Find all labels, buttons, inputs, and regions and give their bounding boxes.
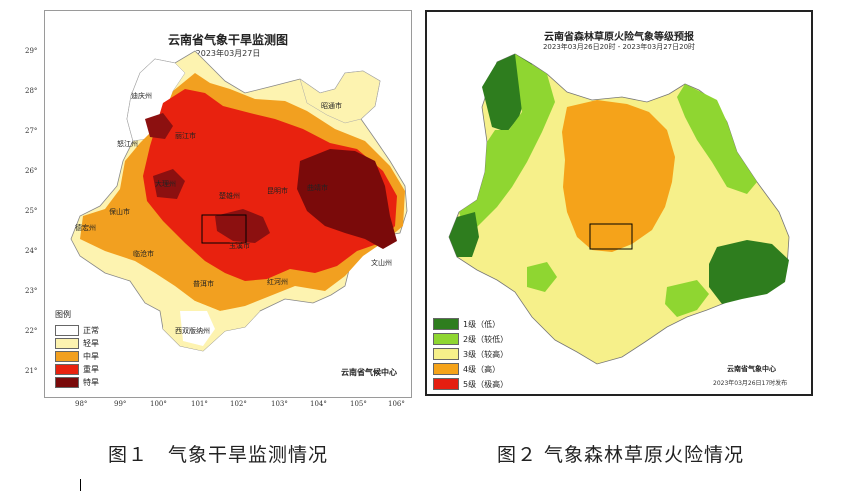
legend-label: 轻旱 <box>83 339 99 348</box>
drought-legend-item: 轻旱 <box>55 338 99 349</box>
region-severe <box>143 89 397 281</box>
city-label: 迪庆州 <box>131 92 152 100</box>
legend-swatch <box>433 348 459 360</box>
city-label: 文山州 <box>371 259 392 267</box>
legend-swatch <box>55 351 79 362</box>
legend-label: 1级（低） <box>463 319 501 329</box>
region-extreme-ne <box>297 149 397 249</box>
city-label: 红河州 <box>267 278 288 286</box>
lon-tick: 105° <box>350 400 367 408</box>
lon-tick: 100° <box>150 400 167 408</box>
study-area-box <box>201 214 247 244</box>
lon-tick: 102° <box>230 400 247 408</box>
city-label: 楚雄州 <box>219 192 240 200</box>
drought-map-date: 2023年03月27日 <box>195 49 261 58</box>
lon-tick: 103° <box>271 400 288 408</box>
legend-swatch <box>433 333 459 345</box>
drought-map-credit: 云南省气候中心 <box>341 368 397 377</box>
lon-tick: 101° <box>191 400 208 408</box>
city-label: 昭通市 <box>321 102 342 110</box>
lat-tick: 29° <box>25 47 38 55</box>
legend-label: 5级（极高） <box>463 379 509 389</box>
city-label: 保山市 <box>109 208 130 216</box>
figure2-caption: 图２ 气象森林草原火险情况 <box>497 444 745 466</box>
lon-tick: 104° <box>310 400 327 408</box>
legend-swatch <box>55 338 79 349</box>
text-cursor <box>80 479 81 491</box>
fire-legend-item: 3级（较高） <box>433 348 508 360</box>
legend-swatch <box>55 364 79 375</box>
lon-tick: 106° <box>388 400 405 408</box>
legend-swatch <box>433 378 459 390</box>
city-label: 大理州 <box>155 180 176 188</box>
legend-swatch <box>55 377 79 388</box>
legend-label: 2级（较低） <box>463 334 509 344</box>
drought-legend-item: 特旱 <box>55 377 99 388</box>
drought-legend-item: 重旱 <box>55 364 99 375</box>
fire-legend-item: 5级（极高） <box>433 378 508 390</box>
figure1-caption: 图１ 气象干旱监测情况 <box>108 444 329 466</box>
legend-label: 3级（较高） <box>463 349 509 359</box>
lon-tick: 98° <box>75 400 88 408</box>
study-area-box <box>589 223 633 250</box>
fire-level1-sw <box>449 212 479 257</box>
lat-tick: 21° <box>25 367 38 375</box>
fire-level2-ne <box>677 84 757 194</box>
lat-tick: 26° <box>25 167 38 175</box>
fire-level4-center <box>562 100 675 252</box>
drought-legend-item: 正常 <box>55 325 99 336</box>
fire-map-credit: 云南省气象中心 <box>727 365 776 373</box>
lat-tick: 22° <box>25 327 38 335</box>
fire-danger-map-panel: 云南省森林草原火险气象等级预报 2023年03月26日20时 - 2023年03… <box>425 10 813 396</box>
lat-tick: 25° <box>25 207 38 215</box>
drought-map-title: 云南省气象干旱监测图 <box>167 33 288 47</box>
fire-legend-item: 4级（高） <box>433 363 500 375</box>
legend-swatch <box>55 325 79 336</box>
city-label: 西双版纳州 <box>175 327 210 335</box>
legend-label: 4级（高） <box>463 364 501 374</box>
fire-legend-item: 2级（较低） <box>433 333 508 345</box>
region-normal-south <box>180 311 215 346</box>
city-label: 曲靖市 <box>307 184 328 192</box>
legend-label: 重旱 <box>83 365 99 374</box>
fire-level2-w <box>459 54 555 237</box>
fire-legend-item: 1级（低） <box>433 318 500 330</box>
region-normal-ne <box>299 70 381 124</box>
lat-tick: 27° <box>25 127 38 135</box>
lat-tick: 24° <box>25 247 38 255</box>
fire-map-issued: 2023年03月26日17时发布 <box>713 380 788 387</box>
fire-level2-sw <box>527 262 557 292</box>
lat-tick: 28° <box>25 87 38 95</box>
drought-map-graphic <box>70 50 408 352</box>
legend-label: 中旱 <box>83 352 99 361</box>
city-label: 临沧市 <box>133 250 154 258</box>
drought-legend-title: 图例 <box>55 310 71 319</box>
city-label: 玉溪市 <box>229 242 250 250</box>
drought-map-panel: 云南省气象干旱监测图 2023年03月27日 29° 28° 27° 26° 2… <box>25 10 412 408</box>
region-extreme-w <box>145 113 173 139</box>
drought-legend-item: 中旱 <box>55 351 99 362</box>
city-label: 德宏州 <box>75 224 96 232</box>
region-extreme-mid <box>153 169 185 199</box>
fire-map-graphic <box>448 53 790 365</box>
legend-swatch <box>433 318 459 330</box>
city-label: 昆明市 <box>267 187 288 195</box>
city-label: 丽江市 <box>175 132 196 140</box>
fire-map-period: 2023年03月26日20时 - 2023年03月27日20时 <box>542 43 696 51</box>
legend-swatch <box>433 363 459 375</box>
fire-level1-se <box>709 240 789 304</box>
region-extreme-center <box>215 209 270 243</box>
city-label: 怒江州 <box>117 140 138 148</box>
legend-label: 特旱 <box>83 378 99 387</box>
lat-tick: 23° <box>25 287 38 295</box>
fire-map-title: 云南省森林草原火险气象等级预报 <box>544 32 694 43</box>
city-label: 普洱市 <box>193 280 214 288</box>
fire-level2-s <box>665 280 709 317</box>
legend-label: 正常 <box>83 326 99 335</box>
lon-tick: 99° <box>114 400 127 408</box>
